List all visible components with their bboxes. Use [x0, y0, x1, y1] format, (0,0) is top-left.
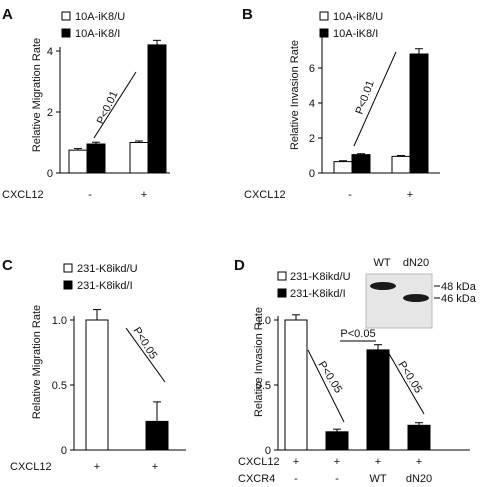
p-value-label: P<0.01	[95, 89, 121, 126]
p-value-label: P<0.05	[340, 328, 375, 340]
y-tick-label: 2	[309, 133, 315, 145]
y-axis-label: Relative Invasion Rate	[253, 307, 265, 417]
significance-line	[307, 349, 345, 423]
bar	[351, 154, 371, 174]
y-tick-label: 0.5	[256, 380, 271, 392]
blot-band-dn20	[403, 294, 429, 302]
condition-value: +	[141, 189, 147, 201]
bar	[147, 44, 167, 174]
legend-swatch-u	[319, 11, 329, 21]
condition-value: dN20	[406, 473, 432, 485]
p-value-label: P<0.05	[130, 325, 159, 361]
bar	[407, 424, 431, 451]
condition-value: +	[152, 461, 158, 473]
y-tick-label: 0	[265, 445, 271, 457]
y-axis-label: Relative Migration Rate	[31, 38, 43, 152]
condition-value: -	[335, 473, 339, 485]
marker-label: 48 kDa	[441, 281, 477, 293]
bar	[68, 149, 88, 174]
y-tick-label: 2	[47, 107, 53, 119]
condition-label-cxcl12: CXCL12	[2, 189, 44, 201]
bar	[85, 319, 109, 451]
y-tick-label: 0.5	[52, 380, 67, 392]
panel-label-d: D	[234, 257, 245, 274]
y-tick-label: 1.0	[256, 315, 271, 327]
significance-line	[93, 71, 137, 139]
legend-label-i: 231-K8ikd/I	[77, 280, 133, 292]
blot-lane-label: dN20	[403, 257, 429, 269]
legend-swatch-i	[319, 28, 329, 38]
bar	[409, 53, 429, 174]
legend-swatch-u	[277, 271, 287, 281]
y-tick-label: 0	[309, 168, 315, 180]
condition-label-cxcl12: CXCL12	[238, 456, 280, 468]
condition-value: +	[94, 461, 100, 473]
panel-label-b: B	[242, 6, 253, 23]
legend-swatch-u	[61, 11, 71, 21]
legend-label-u: 10A-iK8/U	[333, 11, 383, 23]
condition-value: +	[416, 456, 422, 468]
y-tick-label: 0	[47, 168, 53, 180]
legend-swatch-i	[277, 288, 287, 298]
condition-label-cxcl12: CXCL12	[10, 461, 52, 473]
legend-label-i: 10A-iK8/I	[333, 28, 378, 40]
legend-label-i: 231-K8ikd/I	[290, 288, 346, 300]
bar	[284, 319, 308, 451]
y-tick-label: 6	[309, 63, 315, 75]
legend-label-u: 231-K8ikd/U	[290, 271, 351, 283]
y-tick-label: 1.0	[52, 315, 67, 327]
y-tick-label: 0	[61, 445, 67, 457]
marker-label: 46 kDa	[441, 293, 477, 305]
y-tick-label: 4	[309, 98, 315, 110]
blot-lane-label: WT	[373, 257, 390, 269]
condition-value: +	[334, 456, 340, 468]
p-value-label: P<0.01	[354, 79, 377, 116]
condition-label-cxcl12: CXCL12	[244, 189, 286, 201]
legend-label-u: 231-K8ikd/U	[77, 263, 138, 275]
panel-a: A Relative Migration Rate 024 10A-iK8/U …	[2, 6, 170, 201]
western-blot-inset: WT dN20 48 kDa 46 kDa	[365, 257, 477, 329]
bar	[86, 143, 106, 174]
panel-label-c: C	[2, 257, 13, 274]
condition-value: -	[294, 473, 298, 485]
significance-line	[353, 51, 397, 147]
bar	[145, 420, 169, 451]
significance-line	[387, 351, 425, 415]
legend-swatch-i	[63, 280, 73, 290]
legend-label-i: 10A-iK8/I	[75, 28, 120, 40]
y-axis-label: Relative Migration Rate	[31, 305, 43, 419]
y-axis-label: Relative Invasion Rate	[289, 40, 301, 150]
y-tick-label: 4	[47, 46, 53, 58]
condition-value: WT	[369, 473, 386, 485]
p-value-label: P<0.05	[315, 359, 344, 395]
panel-c: C Relative Migration Rate 0 0.5 1.0 231-K8…	[2, 257, 186, 473]
condition-value: -	[88, 189, 92, 201]
legend-label-u: 10A-iK8/U	[75, 11, 125, 23]
significance-line	[125, 327, 166, 383]
bar	[391, 155, 411, 174]
condition-value: +	[293, 456, 299, 468]
bar	[325, 431, 349, 451]
condition-value: -	[348, 189, 352, 201]
blot-band-wt	[370, 282, 396, 290]
legend-swatch-i	[61, 28, 71, 38]
panel-label-a: A	[2, 6, 13, 23]
bar	[366, 349, 390, 451]
panel-d: D Relative Invasion Rate 0 0.5 1.0 231-K8i…	[234, 257, 477, 485]
condition-value: +	[407, 189, 413, 201]
bar	[333, 161, 353, 174]
legend-swatch-u	[63, 263, 73, 273]
condition-value: +	[375, 456, 381, 468]
condition-label-cxcr4: CXCR4	[238, 473, 275, 485]
bar	[129, 142, 149, 174]
